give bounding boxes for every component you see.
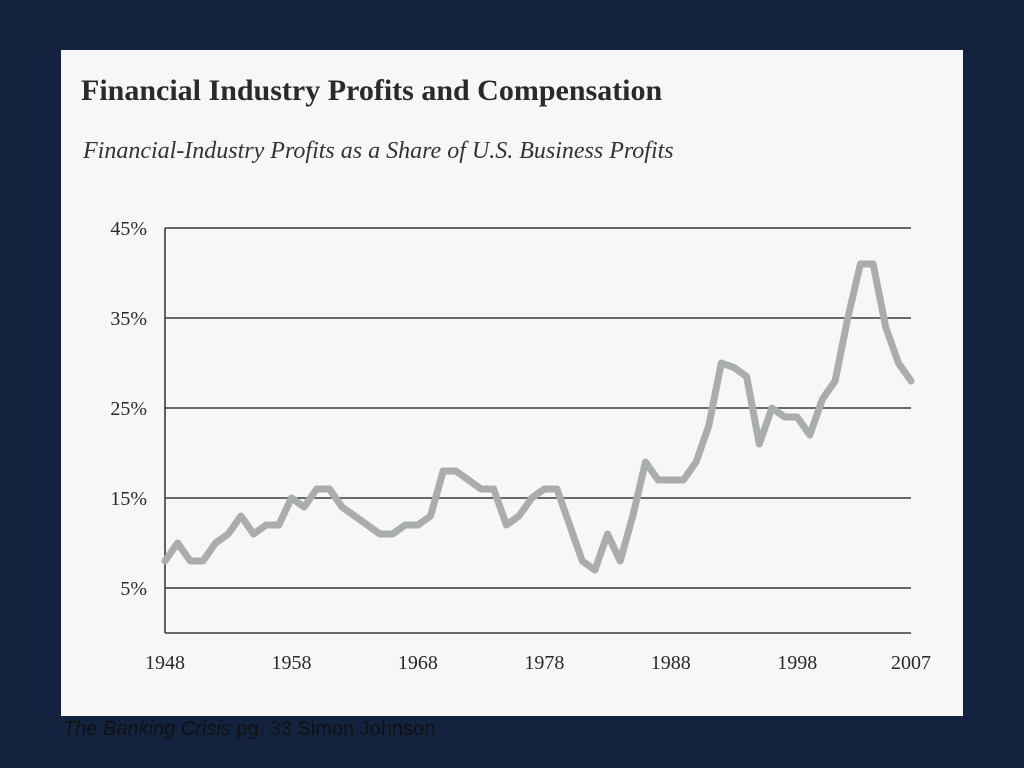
- x-tick-label: 1978: [524, 652, 564, 674]
- data-point: [265, 524, 267, 526]
- caption-book-title: The Banking Crisis: [63, 718, 231, 740]
- data-point: [176, 542, 179, 544]
- y-tick-label: 25%: [110, 398, 147, 420]
- data-point: [429, 515, 432, 517]
- data-point: [214, 542, 217, 544]
- chart-title: Financial Industry Profits and Compensat…: [81, 74, 663, 107]
- x-tick-label: 1948: [145, 652, 185, 674]
- data-point: [619, 560, 621, 562]
- y-tick-label: 35%: [110, 308, 147, 330]
- data-point: [733, 366, 735, 369]
- data-point: [707, 425, 710, 427]
- data-point: [556, 488, 558, 490]
- chart-card: Financial Industry Profits and Compensat…: [61, 50, 963, 716]
- data-point: [518, 515, 520, 517]
- data-point: [530, 497, 533, 499]
- data-point: [189, 560, 192, 562]
- data-point: [581, 560, 584, 562]
- data-point: [543, 488, 546, 490]
- data-point: [783, 416, 786, 418]
- data-point: [594, 569, 596, 571]
- data-point: [202, 560, 204, 562]
- data-point: [467, 479, 470, 481]
- data-point: [910, 380, 912, 382]
- line-chart: 5% 15% 25% 35% 45% 1948 1958 1968 1978 1988 1998 2…: [110, 218, 931, 674]
- data-point: [872, 263, 874, 265]
- data-point: [240, 515, 242, 517]
- data-point: [657, 479, 659, 481]
- data-point: [809, 434, 811, 436]
- data-point: [834, 380, 836, 382]
- data-point: [417, 524, 419, 526]
- axes: [164, 228, 911, 634]
- data-point: [846, 317, 849, 319]
- data-point: [480, 488, 482, 490]
- y-tick-labels: 5% 15% 25% 35% 45%: [110, 218, 147, 600]
- data-point: [771, 407, 773, 409]
- data-point: [353, 515, 356, 517]
- data-point: [821, 398, 824, 400]
- x-tick-label: 1988: [651, 652, 691, 674]
- data-point: [632, 515, 634, 517]
- data-point: [745, 375, 748, 378]
- data-point: [758, 443, 761, 445]
- data-point: [290, 497, 293, 499]
- data-point: [796, 416, 799, 418]
- data-point: [303, 506, 305, 508]
- y-tick-label: 5%: [120, 578, 147, 600]
- data-point: [315, 488, 318, 490]
- x-tick-label: 1958: [271, 652, 311, 674]
- data-point: [252, 533, 255, 535]
- data-point: [644, 461, 647, 463]
- data-point: [404, 524, 407, 526]
- data-point: [379, 533, 381, 535]
- data-point: [682, 479, 685, 481]
- data-point: [505, 524, 508, 526]
- caption-source-text: pg. 33 Simon Johnson: [230, 718, 436, 740]
- data-point: [277, 524, 280, 526]
- x-tick-label: 2007: [891, 652, 931, 674]
- data-point: [328, 488, 331, 490]
- series-line: [161, 260, 915, 574]
- data-point: [568, 524, 571, 526]
- data-point: [164, 560, 166, 562]
- data-point: [720, 362, 723, 364]
- data-point: [695, 461, 697, 463]
- data-point: [859, 263, 862, 265]
- source-caption: The Banking Crisis pg. 33 Simon Johnson: [63, 718, 435, 741]
- x-tick-label: 1998: [777, 652, 817, 674]
- series-layer: [161, 260, 915, 574]
- data-point: [669, 479, 672, 481]
- x-tick-label: 1968: [398, 652, 438, 674]
- data-point: [227, 533, 230, 535]
- data-point: [442, 470, 444, 472]
- y-tick-label: 15%: [110, 488, 147, 510]
- data-point: [455, 470, 457, 472]
- data-point: [341, 506, 343, 508]
- grid-lines: [165, 227, 911, 589]
- data-point: [606, 533, 609, 535]
- data-point: [366, 524, 369, 526]
- data-point: [391, 533, 394, 535]
- chart-subtitle: Financial-Industry Profits as a Share of…: [83, 138, 674, 164]
- data-point: [884, 326, 887, 328]
- y-tick-label: 45%: [110, 218, 147, 240]
- data-point: [492, 488, 495, 490]
- x-tick-labels: 1948 1958 1968 1978 1988 1998 2007: [145, 652, 931, 674]
- data-point: [897, 362, 900, 364]
